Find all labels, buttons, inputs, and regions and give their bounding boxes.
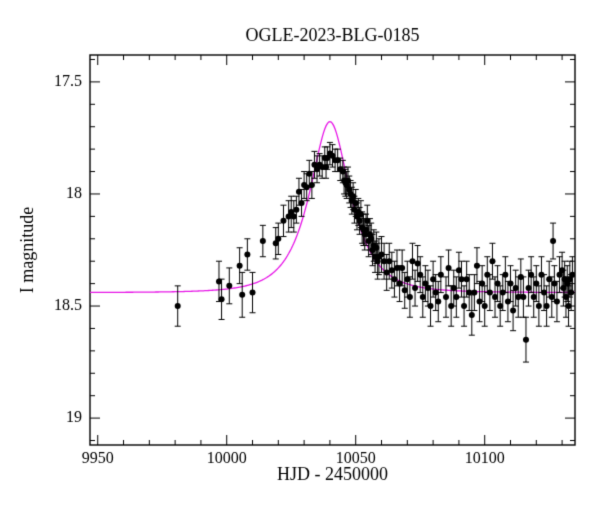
chart-container [0,0,600,512]
lightcurve-chart [0,0,600,512]
